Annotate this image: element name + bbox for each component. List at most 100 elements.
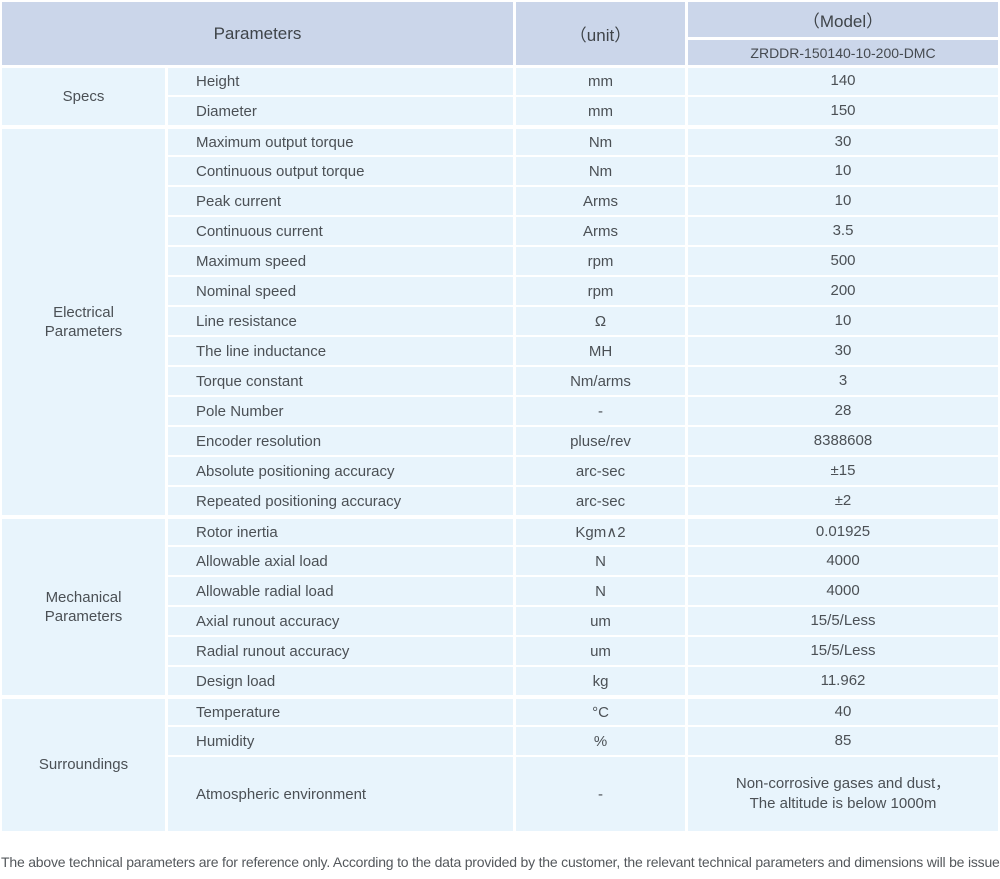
table-row: Electrical Parameters Maximum output torq…	[2, 125, 998, 515]
value-cell: 140	[685, 65, 998, 95]
name-cell: Allowable axial load	[165, 545, 513, 575]
unit-cell: Arms	[513, 185, 685, 215]
unit-cell: MH	[513, 335, 685, 365]
unit-cell: mm	[513, 65, 685, 95]
table-row: Mechanical Parameters Rotor inertia Kgm∧2 0…	[2, 515, 998, 695]
name-cell: Peak current	[165, 185, 513, 215]
table-row: Allowable radial load N 4000	[2, 575, 998, 605]
value-cell: 40	[685, 695, 998, 725]
name-cell: Humidity	[165, 725, 513, 755]
spec-table-body: Specs Height mm 140 Diameter mm 150 Electrical …	[2, 65, 998, 831]
table-row: Absolute positioning accuracy arc-sec ±15	[2, 455, 998, 485]
unit-cell: rpm	[513, 275, 685, 305]
unit-cell: arc-sec	[513, 455, 685, 485]
name-cell: Allowable radial load	[165, 575, 513, 605]
name-cell: The line inductance	[165, 335, 513, 365]
unit-cell: -	[513, 395, 685, 425]
category-cell: Surroundings	[2, 695, 165, 831]
table-row: Axial runout accuracy um 15/5/Less	[2, 605, 998, 635]
parameters-header: Parameters	[2, 2, 513, 65]
value-cell: 11.962	[685, 665, 998, 695]
unit-cell: kg	[513, 665, 685, 695]
name-cell: Height	[165, 65, 513, 95]
table-row: Allowable axial load N 4000	[2, 545, 998, 575]
value-cell: 200	[685, 275, 998, 305]
name-cell: Rotor inertia	[165, 515, 513, 545]
unit-cell: N	[513, 575, 685, 605]
unit-cell: rpm	[513, 245, 685, 275]
unit-cell: Ω	[513, 305, 685, 335]
value-cell: 85	[685, 725, 998, 755]
table-row: Encoder resolution pluse/rev 8388608	[2, 425, 998, 455]
value-cell: 15/5/Less	[685, 605, 998, 635]
table-row: Line resistance Ω 10	[2, 305, 998, 335]
table-row: Repeated positioning accuracy arc-sec ±2	[2, 485, 998, 515]
value-cell: 3	[685, 365, 998, 395]
name-cell: Axial runout accuracy	[165, 605, 513, 635]
model-number: ZRDDR-150140-10-200-DMC	[685, 37, 998, 65]
value-cell: 3.5	[685, 215, 998, 245]
table-row: Specs Height mm 140	[2, 65, 998, 125]
table-row: Continuous current Arms 3.5	[2, 215, 998, 245]
name-cell: Diameter	[165, 95, 513, 125]
name-cell: Torque constant	[165, 365, 513, 395]
table-row: Peak current Arms 10	[2, 185, 998, 215]
table-row: Nominal speed rpm 200	[2, 275, 998, 305]
name-cell: Line resistance	[165, 305, 513, 335]
name-cell: Radial runout accuracy	[165, 635, 513, 665]
unit-cell: °C	[513, 695, 685, 725]
value-cell: 30	[685, 125, 998, 155]
table-row: Pole Number -28	[2, 395, 998, 425]
value-cell: 10	[685, 305, 998, 335]
name-cell: Atmospheric environment	[165, 755, 513, 831]
value-cell: 15/5/Less	[685, 635, 998, 665]
name-cell: Continuous output torque	[165, 155, 513, 185]
unit-cell: Arms	[513, 215, 685, 245]
value-cell: Non-corrosive gases and dust， The altitu…	[685, 755, 998, 831]
table-header: Parameters （unit） （Model） ZRDDR-150140-1…	[2, 2, 998, 65]
value-cell: 4000	[685, 545, 998, 575]
name-cell: Absolute positioning accuracy	[165, 455, 513, 485]
unit-cell: Nm/arms	[513, 365, 685, 395]
value-cell: 30	[685, 335, 998, 365]
value-cell: 28	[685, 395, 998, 425]
name-cell: Nominal speed	[165, 275, 513, 305]
table-row: Humidity% 85	[2, 725, 998, 755]
value-cell: ±2	[685, 485, 998, 515]
unit-cell: mm	[513, 95, 685, 125]
category-cell: Mechanical Parameters	[2, 515, 165, 695]
name-cell: Continuous current	[165, 215, 513, 245]
model-header: （Model）	[685, 2, 998, 37]
value-cell: 10	[685, 185, 998, 215]
table-row: Atmospheric environment - Non-corrosive ga…	[2, 755, 998, 831]
unit-cell: um	[513, 605, 685, 635]
name-cell: Pole Number	[165, 395, 513, 425]
value-cell: 4000	[685, 575, 998, 605]
table-row: Continuous output torque Nm 10	[2, 155, 998, 185]
unit-cell: %	[513, 725, 685, 755]
table-row: Design load kg 11.962	[2, 665, 998, 695]
value-cell: 500	[685, 245, 998, 275]
unit-cell: um	[513, 635, 685, 665]
value-cell: 0.01925	[685, 515, 998, 545]
value-cell: 8388608	[685, 425, 998, 455]
table-row: Surroundings Temperature °C 40	[2, 695, 998, 831]
name-cell: Maximum speed	[165, 245, 513, 275]
value-cell: 150	[685, 95, 998, 125]
spec-table: Parameters （unit） （Model） ZRDDR-150140-1…	[2, 2, 998, 831]
name-cell: Design load	[165, 665, 513, 695]
name-cell: Encoder resolution	[165, 425, 513, 455]
table-row: Radial runout accuracy um 15/5/Less	[2, 635, 998, 665]
table-row: Diameter mm 150	[2, 95, 998, 125]
unit-cell: Nm	[513, 155, 685, 185]
unit-cell: N	[513, 545, 685, 575]
category-cell: Specs	[2, 65, 165, 125]
value-cell: 10	[685, 155, 998, 185]
value-cell: ±15	[685, 455, 998, 485]
name-cell: Temperature	[165, 695, 513, 725]
category-cell: Electrical Parameters	[2, 125, 165, 515]
unit-header: （unit）	[513, 2, 685, 65]
unit-cell: Nm	[513, 125, 685, 155]
unit-cell: arc-sec	[513, 485, 685, 515]
name-cell: Maximum output torque	[165, 125, 513, 155]
